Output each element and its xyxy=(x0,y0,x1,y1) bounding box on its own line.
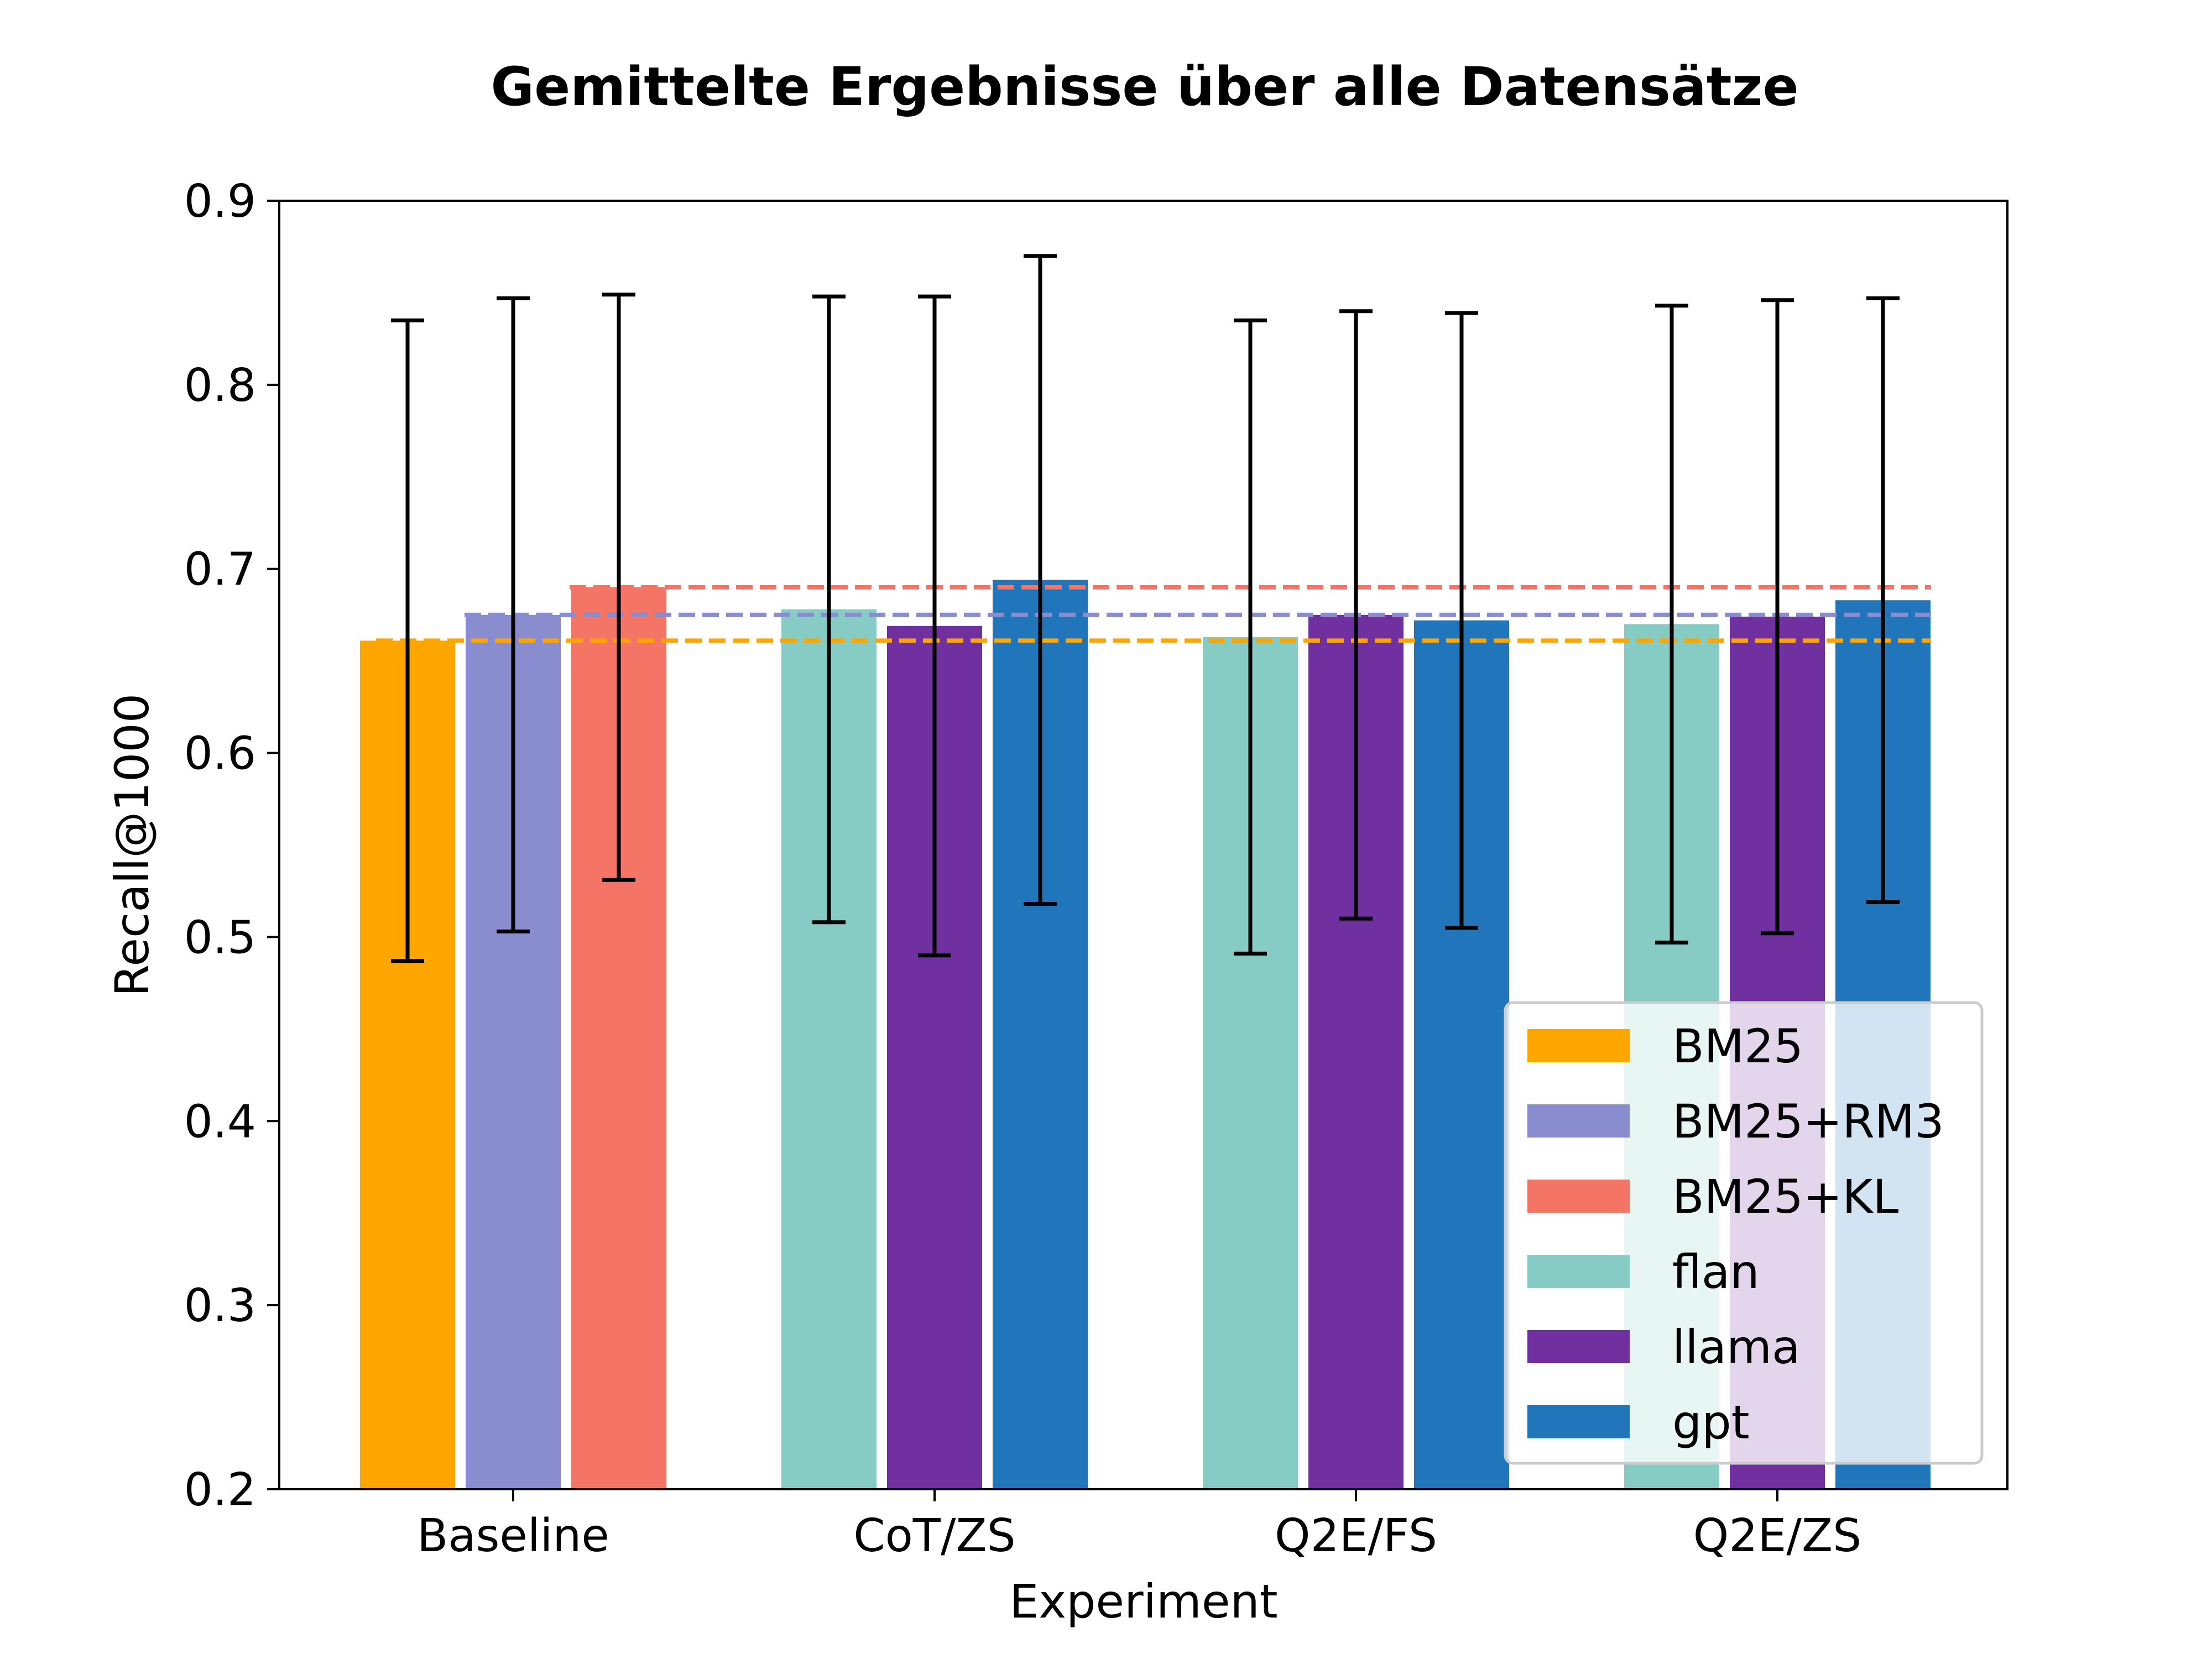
x-axis-label: Experiment xyxy=(1009,1574,1277,1629)
x-tick-label: Baseline xyxy=(417,1510,609,1562)
chart-title: Gemittelte Ergebnisse über alle Datensät… xyxy=(491,56,1798,118)
legend-swatch-bm25-rm3 xyxy=(1527,1104,1630,1138)
plot-frame xyxy=(278,200,2008,1490)
legend-swatch-bm25 xyxy=(1527,1029,1630,1062)
y-tick-label: 0.9 xyxy=(184,175,256,228)
error-bar-bm25-kl-baseline xyxy=(602,293,635,882)
legend-swatch-llama xyxy=(1527,1330,1630,1363)
y-tick-label: 0.7 xyxy=(184,544,256,596)
legend-label-bm25-rm3: BM25+RM3 xyxy=(1672,1094,1944,1149)
y-tick-label: 0.5 xyxy=(184,911,256,964)
error-bar-flan-cot-zs xyxy=(812,294,846,925)
error-bar-llama-cot-zs xyxy=(918,294,951,958)
error-bar-gpt-cot-zs xyxy=(1024,254,1057,906)
legend-label-gpt: gpt xyxy=(1672,1395,1750,1449)
y-axis-label: Recall@1000 xyxy=(105,693,159,997)
legend-label-bm25-kl: BM25+KL xyxy=(1672,1170,1898,1224)
legend: BM25 BM25+RM3 BM25+KL flan llama gpt xyxy=(1504,1001,1984,1465)
error-bar-flan-q2e-fs xyxy=(1234,318,1267,956)
error-bar-gpt-q2e-fs xyxy=(1445,311,1478,930)
error-bar-flan-q2e-zs xyxy=(1655,304,1688,945)
y-tick-label: 0.2 xyxy=(184,1464,256,1516)
error-bars-layer xyxy=(391,254,1900,963)
error-bar-bm25-baseline xyxy=(391,318,424,963)
x-tick-label: Q2E/FS xyxy=(1275,1510,1437,1562)
error-bar-gpt-q2e-zs xyxy=(1866,296,1900,904)
x-tick-label: Q2E/ZS xyxy=(1693,1510,1861,1562)
y-axis: 0.2 0.3 0.4 0.5 0.6 0.7 0.8 0.9 xyxy=(184,175,279,1516)
legend-swatch-bm25-kl xyxy=(1527,1180,1630,1213)
legend-swatch-flan xyxy=(1527,1255,1630,1288)
error-bar-bm25-rm3-baseline xyxy=(497,296,530,933)
x-axis: Baseline CoT/ZS Q2E/FS Q2E/ZS xyxy=(417,1489,1861,1562)
legend-label-flan: flan xyxy=(1672,1245,1760,1299)
y-tick-label: 0.6 xyxy=(184,728,256,780)
legend-swatch-gpt xyxy=(1527,1405,1630,1438)
x-tick-label: CoT/ZS xyxy=(853,1510,1015,1562)
error-bar-llama-q2e-zs xyxy=(1761,298,1794,936)
y-tick-label: 0.4 xyxy=(184,1095,256,1148)
y-tick-label: 0.3 xyxy=(184,1280,256,1332)
error-bar-llama-q2e-fs xyxy=(1339,309,1373,921)
legend-label-bm25: BM25 xyxy=(1672,1019,1803,1073)
legend-label-llama: llama xyxy=(1672,1320,1800,1374)
y-tick-label: 0.8 xyxy=(184,359,256,412)
